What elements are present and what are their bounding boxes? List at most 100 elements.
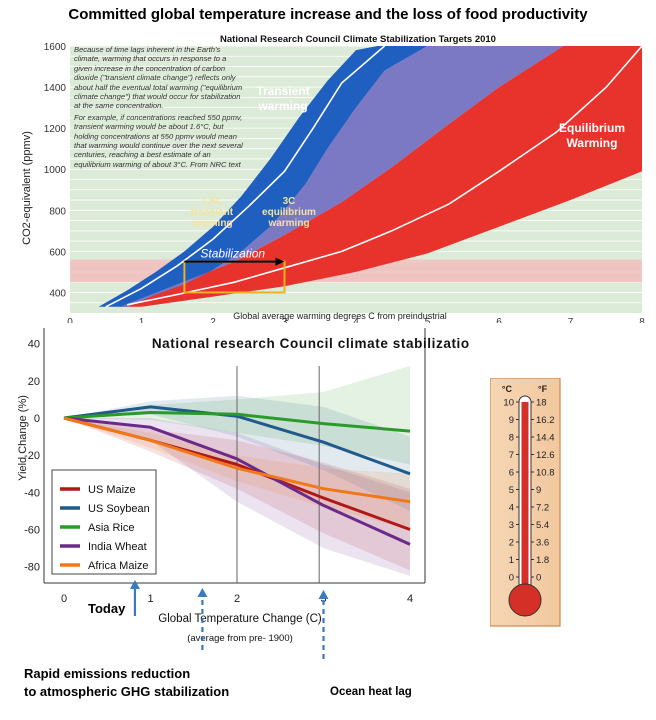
x-tick-label: 8 <box>639 317 645 323</box>
arrowhead <box>129 580 140 589</box>
x-tick-label: 7 <box>568 317 574 323</box>
fahrenheit-tick-label: 18 <box>536 398 547 409</box>
transient-label-1: Transient <box>256 84 309 98</box>
y-tick-label: 40 <box>28 339 40 351</box>
transient-point-label-1: 1.6C <box>201 196 222 207</box>
fahrenheit-tick-label: 16.2 <box>536 415 555 426</box>
y-axis-label: Yield Change (%) <box>17 395 29 481</box>
legend-label: Africa Maize <box>88 560 149 572</box>
x-tick-label: 1 <box>139 317 145 323</box>
fahrenheit-unit: °F <box>538 384 548 394</box>
series-line <box>63 416 411 504</box>
y-tick-label: 1200 <box>44 124 67 135</box>
transient-label-2: warming <box>257 99 307 113</box>
thermometer-bulb <box>508 583 542 617</box>
series-lines <box>63 405 411 546</box>
chart-title: National research Council climate stabil… <box>152 336 470 351</box>
celsius-tick-label: 6 <box>509 468 514 479</box>
ocean-heat-lag-label: Ocean heat lag <box>330 686 412 698</box>
transient-band <box>98 46 428 307</box>
fahrenheit-tick-label: 1.8 <box>536 555 549 566</box>
stabilization-label: Stabilization <box>200 247 265 261</box>
celsius-tick-label: 0 <box>509 573 514 584</box>
x-tick-label: 4 <box>353 317 359 323</box>
annotation-arrows <box>129 580 329 663</box>
x-tick-label: 3 <box>282 317 288 323</box>
equilibrium-label-1: Equilibrium <box>559 121 625 135</box>
note-paragraph: Because of time lags inherent in the Ear… <box>74 45 243 111</box>
equilibrium-center-line <box>127 45 643 306</box>
transient-point-label-3: warming <box>190 218 232 229</box>
y-tick-label: 1000 <box>44 165 67 176</box>
celsius-tick-label: 10 <box>503 398 514 409</box>
y-tick-label: -20 <box>24 450 40 462</box>
stabilization-chart: Stabilization National Research Council … <box>21 34 645 323</box>
series-line <box>63 405 411 476</box>
legend-label: US Soybean <box>88 503 150 515</box>
y-axis-label: CO2-equivalent (ppmv) <box>21 131 33 245</box>
fahrenheit-tick-label: 9 <box>536 485 541 496</box>
x-tick-label: 1 <box>147 593 153 605</box>
legend-label: India Wheat <box>88 541 147 553</box>
legend: US Maize US Soybean Asia Rice India Wheat Af… <box>51 469 157 575</box>
fahrenheit-tick-label: 5.4 <box>536 520 549 531</box>
thermometer-ticks: 10 18 9 16.2 8 14.4 7 12.6 6 10.8 5 9 4 7.2 3 5.4 2 3.6 1 1… <box>503 398 554 584</box>
arrowhead <box>197 588 208 597</box>
thermometer-fluid <box>521 402 529 592</box>
x-tick-label: 4 <box>407 593 413 605</box>
y-tick-label: 400 <box>49 288 66 299</box>
celsius-unit: °C <box>502 384 513 394</box>
fahrenheit-tick-label: 3.6 <box>536 538 549 549</box>
y-tick-label: -80 <box>24 562 40 574</box>
x-axis-label: Global average warming degrees C from pr… <box>233 311 447 321</box>
celsius-tick-label: 2 <box>509 538 514 549</box>
uncertainty-band <box>64 418 410 571</box>
reference-lines <box>236 366 320 583</box>
y-tick-label: 0 <box>34 413 40 425</box>
y-tick-label: -60 <box>24 525 40 537</box>
y-tick-label: 1400 <box>44 83 67 94</box>
legend-label: US Maize <box>88 484 136 496</box>
series-line <box>63 411 411 433</box>
legend-label: Asia Rice <box>88 522 134 534</box>
x-tick-labels: 0 1 2 3 4 5 6 7 8 <box>67 317 645 323</box>
transient-point-label-2: transient <box>191 207 234 218</box>
x-tick-label: 6 <box>496 317 502 323</box>
fahrenheit-tick-label: 0 <box>536 573 541 584</box>
x-axis-label: Global Temperature Change (C) <box>158 613 322 625</box>
x-tick-label: 5 <box>425 317 431 323</box>
celsius-tick-label: 4 <box>509 503 514 514</box>
thermometer: °C °F 10 189 16.28 14.47 12.66 10.85 94 7.23 5.4… <box>490 378 561 627</box>
fahrenheit-tick-label: 12.6 <box>536 450 555 461</box>
overlap-band <box>120 46 564 307</box>
x-axis-note: (average from pre- 1900) <box>187 633 293 644</box>
equilibrium-point-label-3: warming <box>267 218 309 229</box>
y-tick-label: -40 <box>24 487 40 499</box>
celsius-tick-label: 3 <box>509 520 514 531</box>
fahrenheit-tick-label: 7.2 <box>536 503 549 514</box>
chart-subtitle: National Research Council Climate Stabil… <box>220 34 496 45</box>
celsius-tick-label: 1 <box>509 555 514 566</box>
x-tick-label: 0 <box>67 317 73 323</box>
x-tick-label: 0 <box>61 593 67 605</box>
nrc-note: Because of time lags inherent in the Ear… <box>74 45 246 169</box>
fahrenheit-tick-label: 10.8 <box>536 468 555 479</box>
x-tick-label: 2 <box>210 317 216 323</box>
y-tick-label: 20 <box>28 376 40 388</box>
equilibrium-label-2: Warming <box>567 136 618 150</box>
y-tick-labels: 40 20 0 -20 -40 -60 -80 <box>24 339 40 574</box>
y-tick-label: 800 <box>49 206 66 217</box>
x-tick-label: 2 <box>234 593 240 605</box>
transient-center-line <box>105 45 386 308</box>
y-tick-label: 1600 <box>44 42 67 53</box>
equilibrium-point-label-2: equilibrium <box>262 207 316 218</box>
celsius-tick-label: 5 <box>509 485 514 496</box>
celsius-tick-label: 7 <box>509 450 514 461</box>
series-line <box>63 416 411 546</box>
note-paragraph: For example, if concentrations reached 5… <box>74 112 243 169</box>
rapid-reduction-label-2: to atmospheric GHG stabilization <box>24 684 230 699</box>
y-tick-label: 600 <box>49 247 66 258</box>
page-title: Committed global temperature increase an… <box>68 6 588 23</box>
stabilization-arrowhead <box>275 257 285 266</box>
